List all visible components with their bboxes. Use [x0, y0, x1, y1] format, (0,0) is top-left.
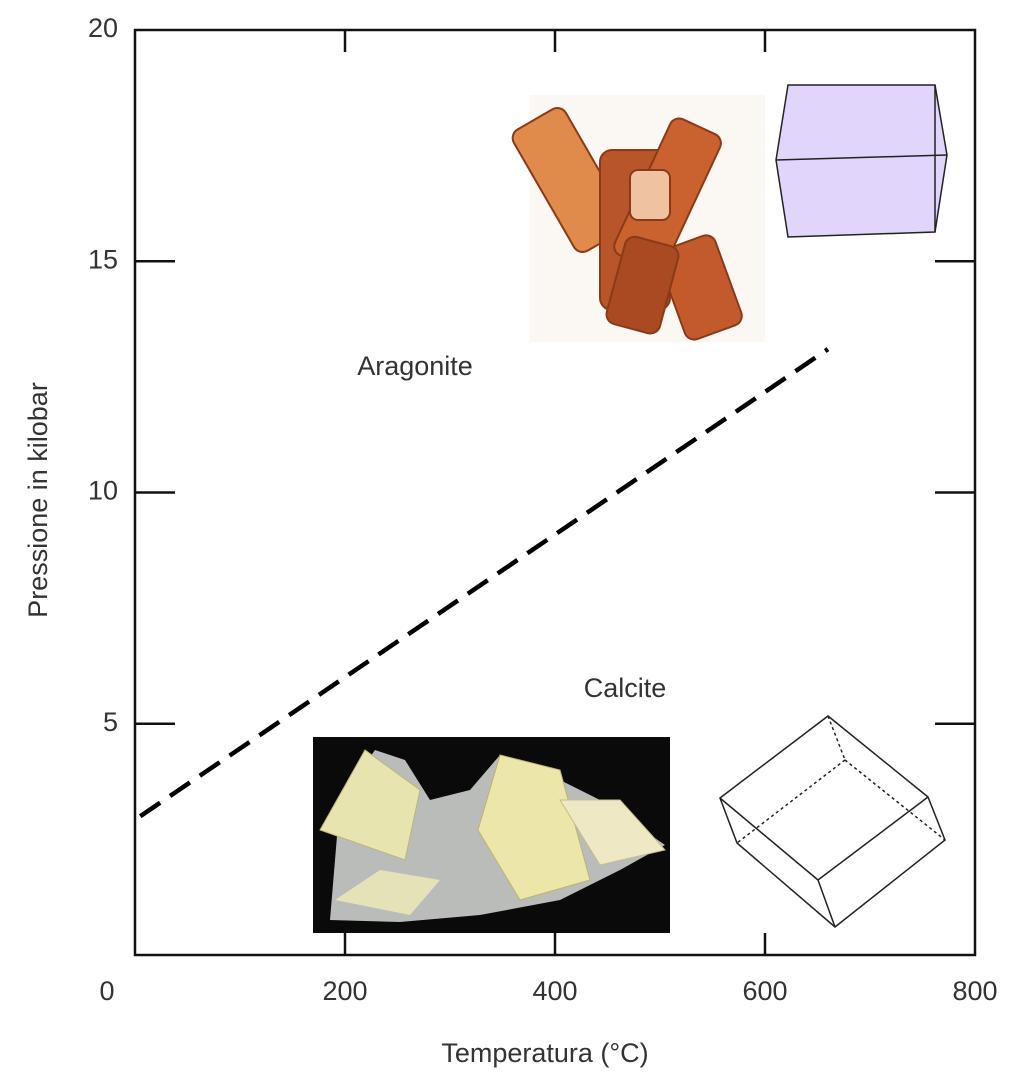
aragonite-photo	[509, 95, 765, 342]
y-tick-label: 5	[103, 707, 118, 737]
x-tick-label: 200	[322, 976, 367, 1006]
y-axis-label: Pressione in kilobar	[23, 382, 53, 618]
x-axis-label: Temperatura (°C)	[441, 1038, 648, 1068]
annotation: Calcite	[584, 673, 667, 703]
annotation: Aragonite	[357, 351, 473, 381]
chart: Temperatura (°C) Pressione in kilobar Ar…	[0, 0, 1015, 1077]
aragonite-crystal	[776, 85, 947, 237]
y-tick-label: 15	[88, 244, 118, 274]
calcite-crystal	[720, 716, 945, 927]
x-tick-label: 800	[952, 976, 997, 1006]
calcite-photo	[313, 737, 670, 933]
y-tick-label: 0	[99, 976, 114, 1006]
page: Temperatura (°C) Pressione in kilobar Ar…	[0, 0, 1015, 1077]
y-tick-label: 10	[88, 476, 118, 506]
x-tick-label: 400	[532, 976, 577, 1006]
x-tick-label: 600	[742, 976, 787, 1006]
y-tick-label: 20	[88, 13, 118, 43]
